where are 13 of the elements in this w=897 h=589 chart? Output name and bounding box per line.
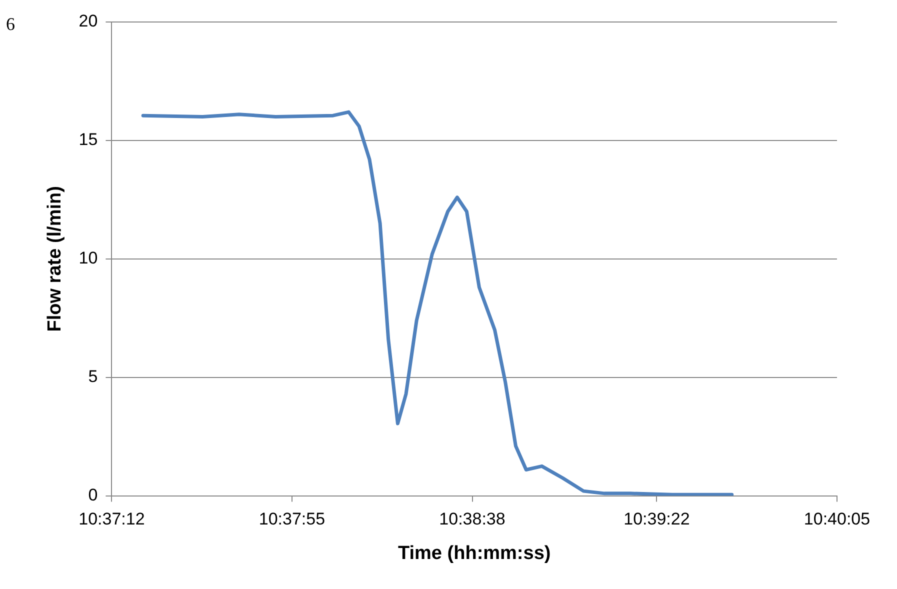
x-tick-label: 10:37:55 xyxy=(258,510,326,529)
y-tick-label: 20 xyxy=(78,12,98,31)
x-tick-label: 10:38:38 xyxy=(439,510,506,529)
x-tick-label: 10:40:05 xyxy=(804,510,870,529)
y-tick-label: 5 xyxy=(88,367,98,386)
text: 6 xyxy=(6,14,15,35)
y-axis-title: Flow rate (l/min) xyxy=(44,186,66,332)
x-tick-label: 10:37:12 xyxy=(78,510,145,529)
x-axis-title: Time (hh:mm:ss) xyxy=(398,542,551,564)
x-tick-label: 10:39:22 xyxy=(624,510,690,529)
y-tick-label: 10 xyxy=(78,248,98,268)
y-tick-label: 15 xyxy=(78,130,98,150)
y-tick-label: 0 xyxy=(88,485,98,504)
